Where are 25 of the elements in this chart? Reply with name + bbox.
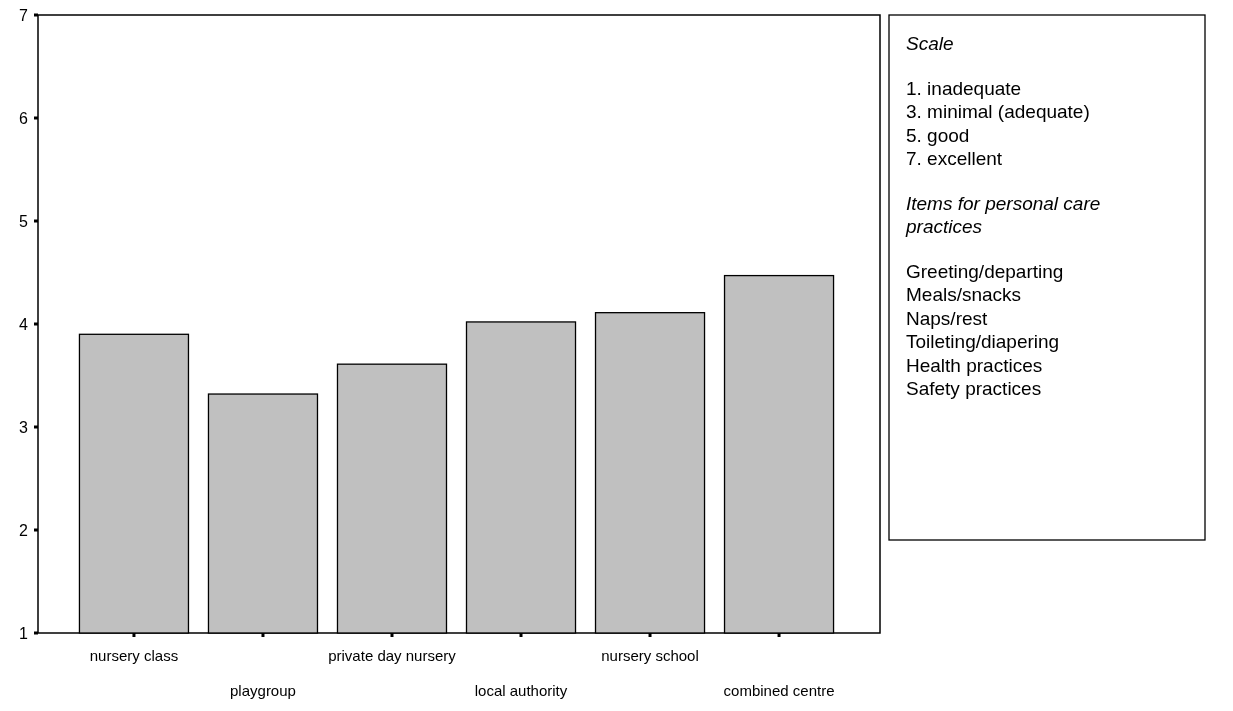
text: 7. excellent xyxy=(906,148,1003,169)
text: 1. inadequate xyxy=(906,77,1022,99)
text: Safety practices xyxy=(906,378,1042,399)
x-tick-label: local authority xyxy=(474,682,568,699)
text: Health practices xyxy=(906,354,1043,376)
y-tick-label: 6 xyxy=(19,110,29,127)
x-tick-label: nursery class xyxy=(89,647,179,664)
y-tick-label: 5 xyxy=(19,213,29,230)
text: 5. good xyxy=(906,124,970,146)
text: Scale xyxy=(906,33,954,54)
text: 3. minimal (adequate) xyxy=(906,101,1090,122)
text: Naps/rest xyxy=(906,307,989,329)
y-tick-label: 2 xyxy=(19,522,29,539)
x-tick-label: nursery school xyxy=(601,647,699,664)
y-tick-label: 4 xyxy=(19,316,29,333)
x-tick-label: combined centre xyxy=(723,682,835,699)
text: Items for personal care practices xyxy=(905,192,1101,237)
x-tick-label: private day nursery xyxy=(328,647,457,664)
y-tick-label: 3 xyxy=(19,419,29,436)
x-tick-label: playgroup xyxy=(230,682,296,699)
y-tick-label: 1 xyxy=(19,625,29,642)
text: Greeting/departing xyxy=(906,260,1064,282)
y-tick-label: 7 xyxy=(19,7,29,24)
text: Meals/snacks xyxy=(906,284,1022,305)
text: Toileting/diapering xyxy=(906,331,1060,352)
